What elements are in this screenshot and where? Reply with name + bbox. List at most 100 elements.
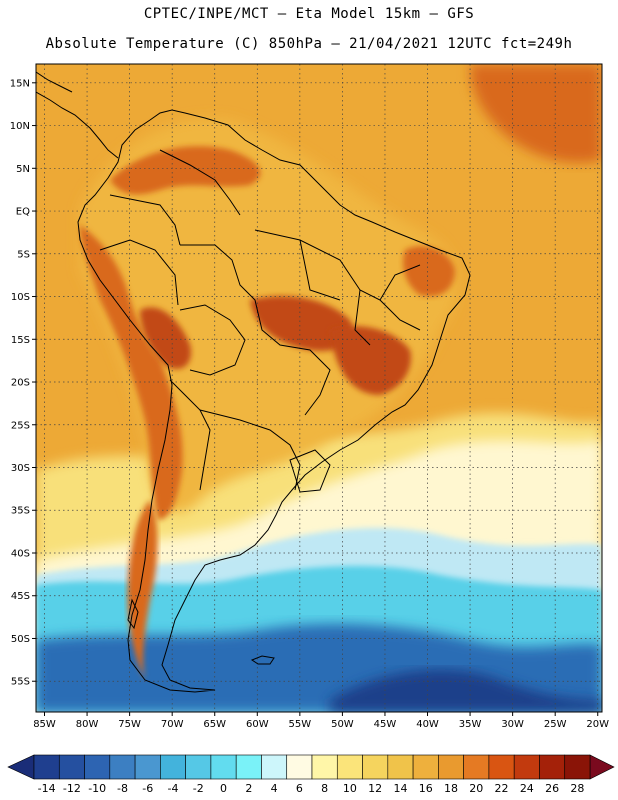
colorbar-swatch: [210, 754, 237, 780]
colorbar-swatch: [33, 754, 60, 780]
field-patagonia-warm: [127, 500, 158, 680]
colorbar: -14 -12 -10 -8 -6 -4 -2 0 2 4 6 8 10 12 14 16 18 20 22 24 26…: [7, 754, 615, 795]
colorbar-swatch: [412, 754, 439, 780]
colorbar-swatch: [564, 754, 591, 780]
title-line-1: CPTEC/INPE/MCT – Eta Model 15km – GFS: [143, 6, 475, 22]
longitude-axis: 85W 80W 75W 70W 65W 60W 55W 50W 45W 40W 35W 30W 25W 2…: [33, 712, 609, 730]
colorbar-tick-label: 8: [321, 782, 328, 795]
lat-label: 45S: [11, 591, 30, 602]
colorbar-tick-label: -4: [168, 782, 179, 795]
colorbar-tick-label: 28: [570, 782, 584, 795]
lon-label: 45W: [374, 719, 397, 730]
colorbar-swatch: [539, 754, 566, 780]
uruguay: [289, 449, 331, 493]
colorbar-tick-label: -2: [193, 782, 204, 795]
border-bolivia: [179, 304, 246, 376]
lon-label: 70W: [161, 719, 184, 730]
colorbar-swatch: [286, 754, 313, 780]
lat-label: 15N: [10, 78, 30, 89]
lon-label: 25W: [544, 719, 567, 730]
border-brazil-states: [254, 229, 421, 346]
field-andes-hot: [80, 225, 183, 520]
colorbar-tick-label: 6: [296, 782, 303, 795]
caribbean-coast: [36, 71, 73, 93]
colorbar-tick-label: -14: [38, 782, 56, 795]
colorbar-tick-label: -10: [88, 782, 106, 795]
lat-label: 15S: [11, 335, 30, 346]
central-america-coast: [36, 91, 119, 159]
field-hot-core-northeast: [403, 246, 455, 297]
colorbar-swatch: [513, 754, 540, 780]
colorbar-tick-label: 2: [245, 782, 252, 795]
lat-label: 35S: [11, 506, 30, 517]
chiloe-islands: [127, 598, 139, 630]
colorbar-tick-label: 22: [495, 782, 509, 795]
colorbar-tick-label: 20: [469, 782, 483, 795]
lat-label: 25S: [11, 420, 30, 431]
border-andes: [169, 379, 211, 491]
colorbar-tick-label: 24: [520, 782, 534, 795]
colorbar-swatch: [109, 754, 136, 780]
colorbar-swatch: [235, 754, 262, 780]
colorbar-tick-label: 0: [220, 782, 227, 795]
lon-label: 55W: [289, 719, 312, 730]
lat-label: 5S: [17, 249, 30, 260]
lat-label: EQ: [16, 207, 30, 218]
gridlines: [36, 64, 602, 712]
colorbar-tick-label: 10: [343, 782, 357, 795]
map-frame: [35, 63, 603, 713]
colorbar-tick-label: 16: [419, 782, 433, 795]
colorbar-tick-label: 4: [271, 782, 278, 795]
lon-label: 30W: [501, 719, 524, 730]
lon-label: 75W: [118, 719, 141, 730]
temperature-field: [36, 64, 602, 712]
colorbar-tick-label: 14: [393, 782, 407, 795]
colorbar-swatch: [362, 754, 389, 780]
lon-label: 50W: [331, 719, 354, 730]
colorbar-swatch: [160, 754, 186, 780]
lat-label: 10N: [10, 121, 30, 132]
latitude-axis: 15N 10N 5N EQ 5S 10S 15S 20S 25S 30S 35S 40S 45S 50S 5…: [10, 78, 36, 688]
lon-label: 35W: [459, 719, 482, 730]
lat-label: 10S: [11, 292, 30, 303]
title-line-2: Absolute Temperature (C) 850hPa – 21/04/…: [45, 36, 573, 52]
colorbar-swatch: [387, 754, 414, 780]
colorbar-swatch: [84, 754, 111, 780]
colorbar-tick-label: 26: [545, 782, 559, 795]
colorbar-swatch: [311, 754, 338, 780]
lon-label: 40W: [416, 719, 439, 730]
border-brazil-west: [180, 244, 331, 416]
field-hot-core-bolivia: [140, 307, 191, 369]
colorbar-swatch: [58, 754, 85, 780]
colorbar-tick-label: 18: [444, 782, 458, 795]
colorbar-tick-label: -8: [117, 782, 128, 795]
falklands: [250, 655, 275, 665]
field-hot-core-center: [250, 296, 353, 351]
colorbar-tick-label: -12: [63, 782, 81, 795]
border-argentina: [199, 409, 301, 491]
lat-label: 5N: [16, 164, 30, 175]
south-america-coast: [77, 109, 471, 693]
colorbar-swatch: [134, 754, 161, 780]
colorbar-swatch: [185, 754, 212, 780]
lon-label: 65W: [203, 719, 226, 730]
lat-label: 40S: [11, 548, 30, 559]
lon-label: 20W: [586, 719, 609, 730]
lat-label: 30S: [11, 463, 30, 474]
colorbar-tick-label: -6: [142, 782, 153, 795]
field-deep-south: [330, 669, 602, 712]
colorbar-swatch: [463, 754, 490, 780]
lon-label: 80W: [76, 719, 99, 730]
coastlines-and-borders: [36, 71, 471, 693]
border-venezuela: [159, 149, 241, 216]
border-peru: [99, 239, 179, 306]
colorbar-tick-label: 12: [368, 782, 382, 795]
colorbar-under-arrow: [7, 754, 35, 780]
lat-label: 55S: [11, 677, 30, 688]
colorbar-swatch: [336, 754, 363, 780]
colorbar-swatch: [261, 754, 288, 780]
border-colombia: [109, 194, 181, 246]
lon-label: 85W: [33, 719, 56, 730]
colorbar-swatch: [488, 754, 515, 780]
